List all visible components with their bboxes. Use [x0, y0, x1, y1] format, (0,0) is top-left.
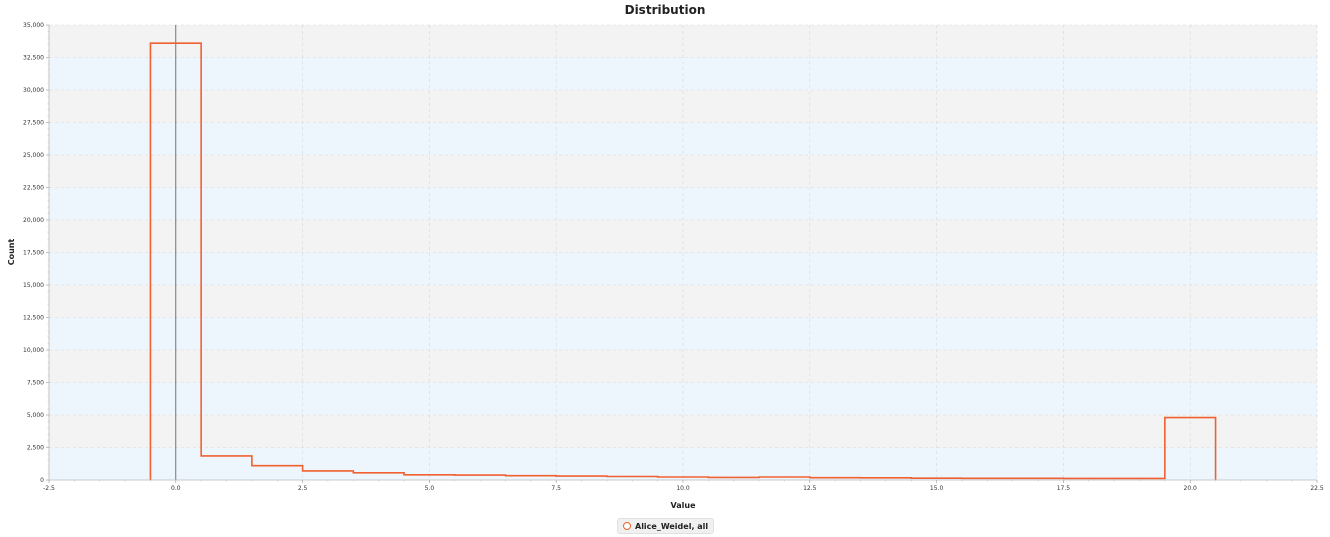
y-axis-label: Count — [7, 239, 16, 266]
y-tick-label: 32,500 — [23, 55, 44, 62]
y-tick-label: 12,500 — [23, 315, 44, 322]
x-tick-label: 5.0 — [425, 485, 435, 492]
y-tick-label: 30,000 — [23, 87, 44, 94]
x-tick-label: 22.5 — [1310, 485, 1324, 492]
y-tick-label: 2,500 — [27, 445, 44, 452]
plot-band — [49, 415, 1317, 448]
x-tick-label: 10.0 — [676, 485, 690, 492]
y-tick-label: 22,500 — [23, 185, 44, 192]
y-tick-label: 5,000 — [27, 412, 44, 419]
chart-title: Distribution — [625, 3, 706, 17]
x-tick-label: 12.5 — [803, 485, 817, 492]
y-tick-label: 27,500 — [23, 120, 44, 127]
x-axis-label: Value — [670, 501, 696, 510]
y-tick-label: 17,500 — [23, 250, 44, 257]
legend-series-marker — [623, 522, 631, 530]
legend[interactable]: Alice_Weidel, all — [617, 518, 715, 534]
plot-band — [49, 187, 1317, 220]
y-tick-label: 0 — [40, 477, 44, 484]
y-tick-label: 25,000 — [23, 152, 44, 159]
x-tick-label: 15.0 — [930, 485, 944, 492]
x-tick-label: 0.0 — [171, 485, 181, 492]
plot-band — [49, 252, 1317, 285]
y-tick-label: 10,000 — [23, 347, 44, 354]
x-axis-ticks: -2.5 0.0 2.5 5.0 7.5 10.0 12.5 15.0 17.5 20.0 22.5 — [43, 480, 1324, 492]
legend-series-label: Alice_Weidel, all — [635, 521, 709, 531]
y-tick-label: 20,000 — [23, 217, 44, 224]
y-axis-ticks: 0 2,500 5,000 7,500 10,000 12,500 15,000 17,500… — [23, 22, 49, 484]
series-layer — [149, 42, 1217, 480]
y-tick-label: 15,000 — [23, 282, 44, 289]
x-tick-label: 17.5 — [1057, 485, 1071, 492]
y-tick-label: 35,000 — [23, 22, 44, 29]
x-tick-label: -2.5 — [43, 485, 55, 492]
x-tick-label: 20.0 — [1184, 485, 1198, 492]
plot-band — [49, 350, 1317, 383]
x-tick-label: 7.5 — [551, 485, 561, 492]
series-step-line — [149, 42, 1217, 480]
x-tick-label: 2.5 — [298, 485, 308, 492]
y-tick-label: 7,500 — [27, 380, 44, 387]
plot-band — [49, 25, 1317, 58]
